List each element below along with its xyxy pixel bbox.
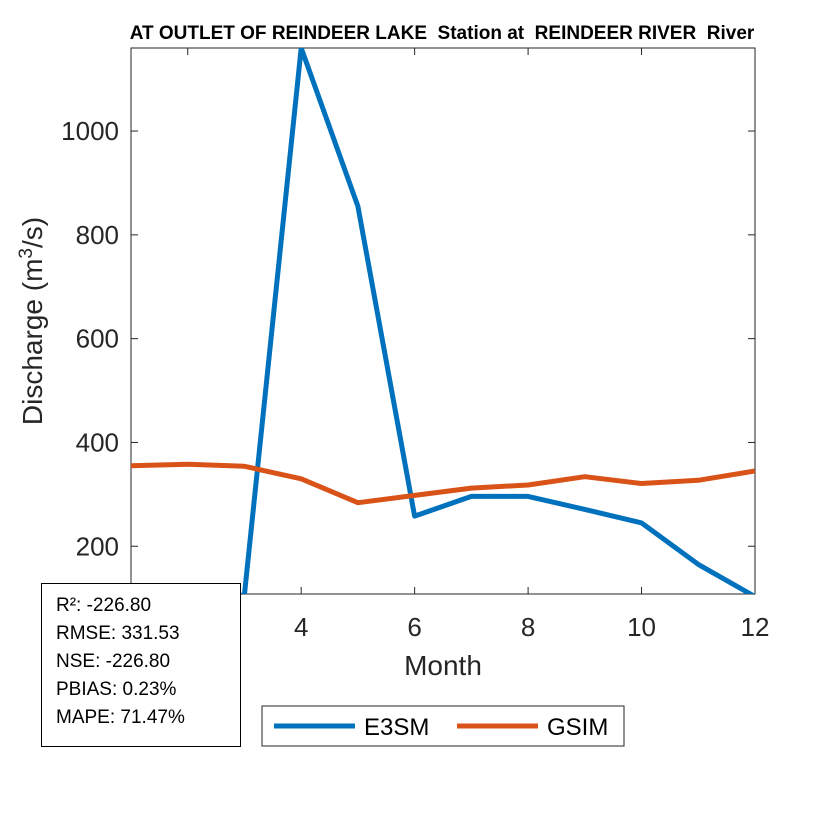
x-axis-label: Month [404,650,482,681]
x-tick-label: 12 [741,612,770,642]
series-line-e3sm [239,48,755,594]
x-tick-label: 6 [407,612,421,642]
legend-label-e3sm: E3SM [364,714,429,741]
y-tick-label: 1000 [61,116,119,146]
series-line-gsim [131,461,755,506]
y-tick-label: 600 [76,324,119,354]
stats-mape: MAPE: 71.47% [56,707,185,728]
legend-label-gsim: GSIM [547,714,608,741]
x-tick-label: 4 [294,612,308,642]
y-axis-label-sup: 3 [16,248,37,259]
stats-r2: R²: -226.80 [56,595,152,616]
y-tick-label: 800 [76,220,119,250]
y-tick-label: 400 [76,427,119,457]
stats-rmse: RMSE: 331.53 [56,623,180,644]
y-axis-label-base: Discharge (m [17,259,48,425]
y-tick-label: 200 [76,531,119,561]
plot-area [130,47,756,595]
stats-pbias: PBIAS: 0.23% [56,679,177,700]
chart-title: AT OUTLET OF REINDEER LAKE Station at RE… [130,23,755,44]
legend: E3SM GSIM [261,705,625,747]
y-axis-label-tail: /s) [17,217,48,248]
x-tick-label: 8 [521,612,535,642]
stats-nse: NSE: -226.80 [56,651,171,672]
stats-box: R²: -226.80 RMSE: 331.53 NSE: -226.80 PB… [41,583,241,747]
y-axis-label: Discharge (m3/s) [16,217,48,425]
x-tick-label: 10 [627,612,656,642]
